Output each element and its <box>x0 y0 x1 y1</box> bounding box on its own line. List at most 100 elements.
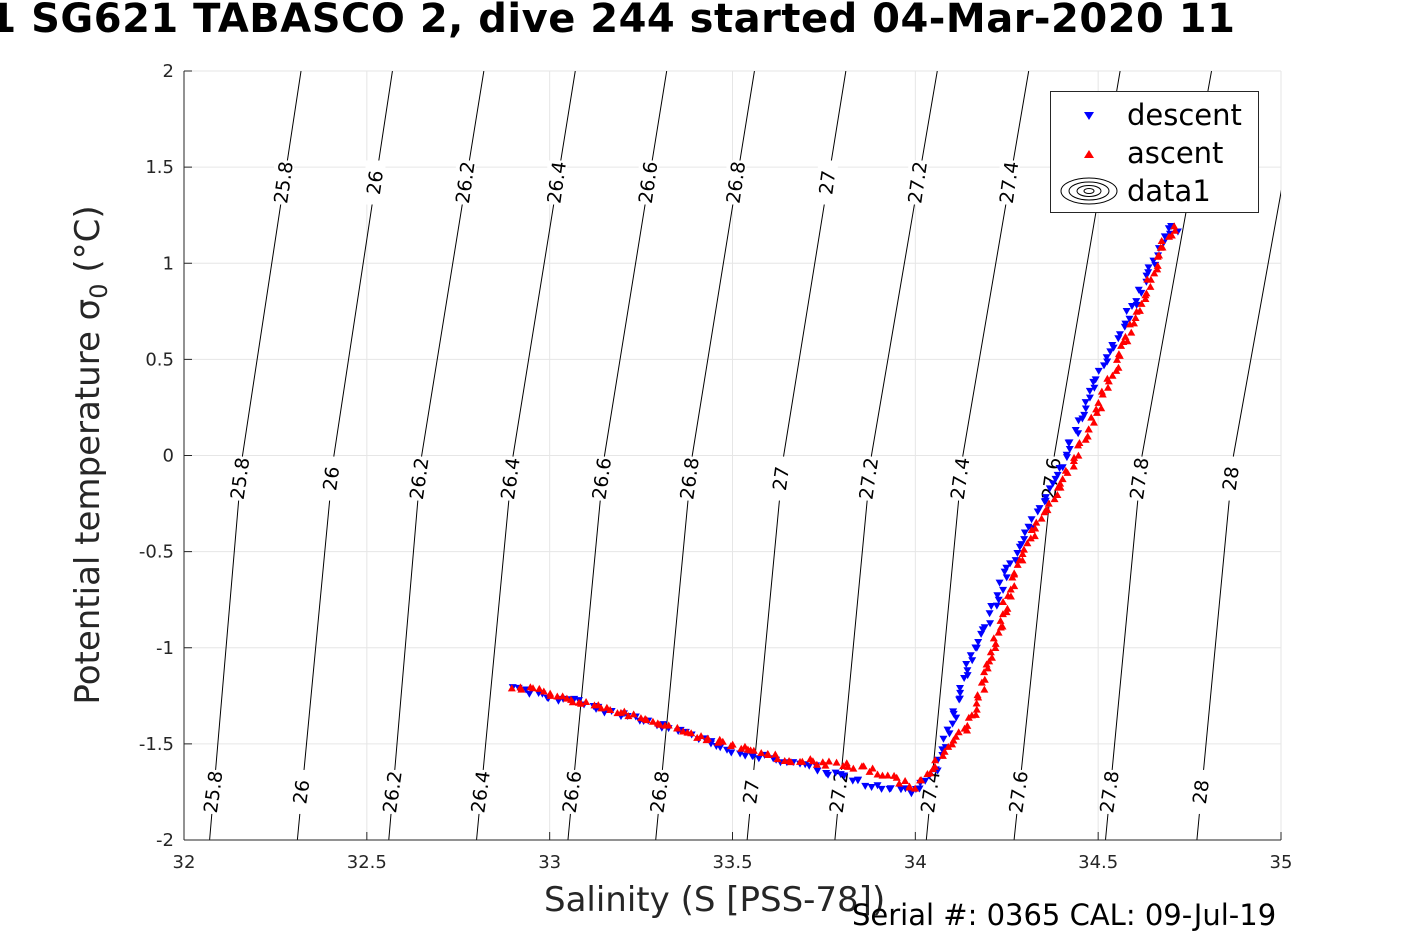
ascent-point <box>1137 299 1146 307</box>
contour-label-bg <box>817 160 838 205</box>
descent-point <box>1115 331 1124 339</box>
descent-point <box>824 771 833 779</box>
ascent-point <box>980 675 989 683</box>
descent-point <box>980 624 989 632</box>
descent-point <box>956 684 965 692</box>
y-tick-label: 1 <box>163 253 174 274</box>
ascent-point <box>1044 499 1053 507</box>
ascent-point <box>718 737 727 745</box>
contour-label: 28 <box>1189 778 1214 805</box>
descent-point <box>995 579 1004 587</box>
descent-point <box>1080 411 1089 419</box>
ascent-point <box>1087 413 1096 421</box>
ascent-point <box>673 724 682 732</box>
descent-point <box>554 697 563 705</box>
contour-label-bg <box>365 160 386 205</box>
descent-point <box>1017 541 1026 549</box>
ascent-point <box>798 757 807 765</box>
ascent-point <box>868 764 877 772</box>
ascent-point <box>980 685 989 693</box>
ascent-point <box>1157 236 1166 244</box>
ascent-point <box>911 784 920 792</box>
ascent-point <box>606 706 615 714</box>
ascent-point <box>1058 475 1067 483</box>
ascent-point <box>973 691 982 699</box>
descent-point <box>1121 320 1130 328</box>
descent-point <box>907 790 916 798</box>
descent-point <box>1108 342 1117 350</box>
y-tick-label: 2 <box>163 61 174 82</box>
ascent-point <box>1006 592 1015 600</box>
descent-point <box>1013 549 1022 557</box>
x-tick-label: 35 <box>1270 852 1293 873</box>
contour-label: 26 <box>319 465 344 492</box>
ascent-point <box>985 657 994 665</box>
contour-label: 26 <box>363 169 388 196</box>
ascent-point <box>1114 363 1123 371</box>
contour-line <box>1196 189 1281 840</box>
ascent-point <box>972 699 981 707</box>
descent-point <box>1035 505 1044 513</box>
descent-point <box>741 752 750 760</box>
contour-label: 27 <box>739 778 764 805</box>
descent-point <box>956 689 965 697</box>
ascent-point <box>1084 425 1093 433</box>
descent-point <box>754 755 763 763</box>
x-tick-label: 32.5 <box>347 852 387 873</box>
legend-item-descent: descent <box>1051 96 1260 134</box>
descent-point <box>1065 446 1074 454</box>
ascent-point <box>1069 462 1078 470</box>
serial-cal-footer: Serial #: 0365 CAL: 09-Jul-19 <box>852 898 1277 932</box>
contour-label-bg <box>547 160 568 205</box>
descent-point <box>1081 399 1090 407</box>
ascent-point <box>1003 604 1012 612</box>
ascent-point <box>991 644 1000 652</box>
descent-point <box>999 586 1008 594</box>
descent-point <box>1094 367 1103 375</box>
contour-label-bg <box>741 769 762 814</box>
descent-point <box>716 744 725 752</box>
ascent-point <box>999 598 1008 606</box>
descent-point <box>813 767 822 775</box>
ascent-point <box>1167 231 1176 239</box>
data-series <box>507 222 1182 798</box>
density-contours: 25.825.825.826262626.226.226.226.426.426… <box>200 71 1281 840</box>
contour-label-bg <box>859 456 880 501</box>
y-tick-label: -0.5 <box>139 542 174 563</box>
ascent-point <box>883 771 892 779</box>
ascent-point <box>1097 387 1106 395</box>
descent-point <box>987 603 996 611</box>
ascent-point <box>1037 514 1046 522</box>
ascent-point <box>737 744 746 752</box>
ascent-point <box>786 758 795 766</box>
descent-point <box>1085 387 1094 395</box>
descent-point <box>1020 536 1029 544</box>
ascent-point <box>1170 222 1179 230</box>
ascent-point <box>546 691 555 699</box>
ascent-point <box>1074 451 1083 459</box>
legend-label-data1: data1 <box>1127 174 1211 208</box>
ascent-point <box>940 747 949 755</box>
descent-point <box>1144 269 1153 277</box>
ascent-point <box>949 736 958 744</box>
ascent-point <box>1050 495 1059 503</box>
descent-point <box>955 695 964 703</box>
descent-point <box>960 674 969 682</box>
ascent-point <box>878 771 887 779</box>
ascent-point <box>539 687 548 695</box>
descent-point <box>1002 564 1011 572</box>
descent-point <box>963 667 972 675</box>
contour-label: 27 <box>769 465 794 492</box>
ascent-marker-icon <box>1084 150 1094 158</box>
ascent-point <box>703 734 712 742</box>
descent-point <box>736 750 745 758</box>
ascent-point <box>963 726 972 734</box>
ascent-point <box>1146 275 1155 283</box>
x-tick-label: 32 <box>173 852 196 873</box>
ascent-point <box>931 756 940 764</box>
ascent-point <box>944 742 953 750</box>
ascent-point <box>1171 226 1180 234</box>
contour-label: 26 <box>289 778 314 805</box>
contour-label-bg <box>829 769 850 814</box>
descent-point <box>525 690 534 698</box>
